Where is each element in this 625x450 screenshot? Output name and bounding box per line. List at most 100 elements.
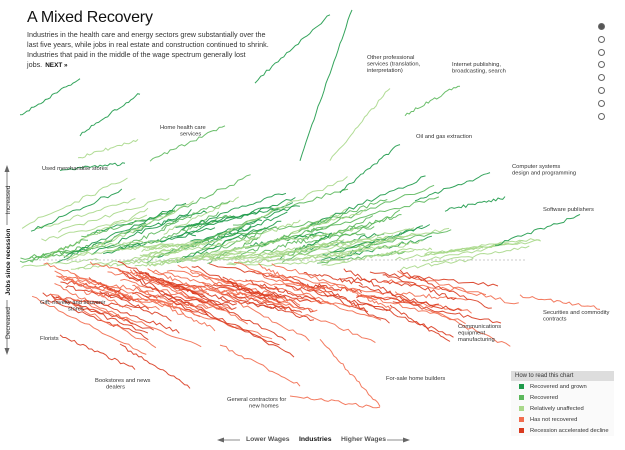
industry-line bbox=[141, 174, 251, 228]
series-other-professional-2 bbox=[329, 88, 391, 161]
industry-line bbox=[218, 176, 348, 237]
industry-line bbox=[141, 239, 204, 253]
annotation-internet-publishing: Internet publishing, broadcasting, searc… bbox=[452, 62, 506, 75]
industry-line bbox=[281, 209, 401, 263]
arrow-right-icon bbox=[403, 437, 410, 443]
legend: How to read this chart Recovered and gro… bbox=[511, 371, 614, 436]
annotation-labels: Other professional services (translation… bbox=[40, 55, 609, 410]
industry-line bbox=[376, 247, 433, 257]
industry-line bbox=[161, 200, 231, 230]
annotation-home-health: Home health care services bbox=[160, 125, 207, 138]
industry-line bbox=[226, 294, 318, 312]
industry-line bbox=[267, 239, 345, 255]
legend-label: Has not recovered bbox=[530, 416, 578, 423]
industry-line bbox=[308, 175, 426, 227]
industry-line bbox=[54, 270, 133, 311]
industry-line bbox=[292, 250, 366, 262]
annotation-florists: Florists bbox=[40, 336, 59, 342]
industry-line bbox=[300, 227, 359, 241]
industry-line bbox=[117, 260, 237, 311]
industry-line bbox=[317, 250, 406, 264]
industry-line bbox=[298, 232, 385, 254]
industry-line bbox=[142, 241, 212, 256]
industry-line bbox=[400, 257, 474, 271]
industry-line bbox=[189, 270, 253, 298]
industry-line bbox=[30, 188, 123, 232]
industry-line bbox=[153, 211, 220, 243]
industry-line bbox=[258, 262, 313, 292]
nav-dot[interactable] bbox=[598, 99, 605, 107]
industry-line bbox=[321, 247, 414, 266]
annotation-communications: Communications equipment manufacturing bbox=[458, 324, 503, 343]
legend-label: Relatively unaffected bbox=[530, 405, 584, 412]
page-navigation-dots bbox=[598, 23, 606, 125]
industry-line bbox=[62, 243, 174, 258]
industry-lines bbox=[19, 9, 601, 409]
annotation-oil-gas: Oil and gas extraction bbox=[416, 134, 472, 140]
industry-line bbox=[132, 210, 208, 234]
industry-line bbox=[333, 229, 452, 253]
industry-line bbox=[46, 207, 149, 259]
chart-description: Industries in the health care and energy… bbox=[27, 30, 277, 71]
industry-line bbox=[397, 270, 519, 305]
series-florists bbox=[59, 334, 136, 370]
industry-line bbox=[31, 295, 147, 355]
industry-line bbox=[186, 283, 285, 304]
y-axis-decreased: Decreased bbox=[5, 307, 12, 339]
industry-line bbox=[120, 278, 222, 308]
industry-line bbox=[176, 220, 282, 263]
industry-line bbox=[303, 271, 363, 286]
industry-line bbox=[271, 263, 375, 300]
industry-line bbox=[349, 214, 402, 230]
industry-line bbox=[63, 202, 187, 259]
industry-line bbox=[29, 239, 89, 263]
nav-dot[interactable] bbox=[598, 48, 605, 56]
industry-line bbox=[382, 274, 457, 301]
industry-line bbox=[356, 295, 472, 314]
industry-line bbox=[298, 198, 388, 233]
industry-line bbox=[42, 292, 149, 334]
industry-line bbox=[221, 293, 314, 322]
industry-line bbox=[41, 214, 148, 242]
industry-line bbox=[343, 268, 405, 302]
nav-dot[interactable] bbox=[598, 86, 605, 94]
industry-line bbox=[132, 291, 238, 306]
industry-line bbox=[399, 295, 511, 347]
legend-swatch bbox=[519, 395, 524, 400]
industry-line bbox=[91, 208, 192, 256]
industry-line bbox=[146, 241, 200, 250]
industry-line bbox=[184, 301, 295, 358]
industry-line bbox=[221, 278, 339, 292]
annotation-computer-systems: Computer systems design and programming bbox=[512, 164, 576, 177]
industry-line bbox=[138, 300, 232, 310]
nav-dot[interactable] bbox=[598, 35, 605, 43]
series-general-contractors bbox=[219, 344, 301, 387]
industry-line bbox=[234, 231, 294, 259]
annotation-general-contractors: General contractors for new homes bbox=[227, 397, 288, 410]
industry-line bbox=[339, 276, 417, 287]
nav-dot[interactable] bbox=[598, 23, 605, 30]
series-for-sale-builders bbox=[319, 338, 381, 407]
industry-line bbox=[147, 268, 207, 294]
industry-line bbox=[77, 260, 145, 270]
legend-swatch bbox=[519, 384, 524, 389]
next-button[interactable]: NEXT » bbox=[45, 62, 68, 69]
industry-line bbox=[285, 285, 391, 312]
legend-swatch bbox=[519, 428, 524, 433]
industry-line bbox=[161, 251, 257, 263]
industry-line bbox=[191, 192, 287, 227]
industry-line bbox=[177, 237, 256, 252]
industry-line bbox=[146, 296, 216, 332]
nav-dot[interactable] bbox=[598, 112, 605, 120]
series-used-merchandise bbox=[59, 162, 126, 171]
nav-dot[interactable] bbox=[598, 61, 605, 69]
nav-dot[interactable] bbox=[598, 74, 605, 82]
industry-line bbox=[356, 294, 439, 306]
legend-title[interactable]: How to read this chart bbox=[511, 371, 614, 381]
industry-line bbox=[281, 274, 390, 324]
industry-line bbox=[392, 301, 502, 324]
legend-label: Recovered bbox=[530, 394, 559, 401]
industry-line bbox=[234, 262, 333, 297]
industry-line bbox=[383, 279, 487, 296]
